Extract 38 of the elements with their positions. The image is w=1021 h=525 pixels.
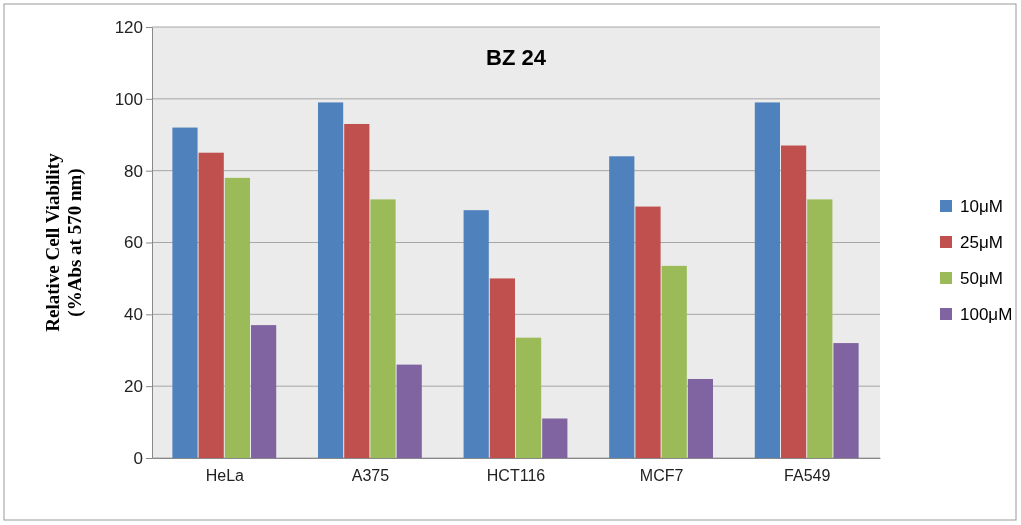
y-tick-label: 120	[114, 17, 143, 37]
bar	[687, 378, 714, 458]
bar	[754, 102, 780, 458]
x-tick-label: HCT116	[486, 467, 546, 485]
y-tick-label: 40	[124, 305, 143, 325]
legend-label: 50μM	[960, 269, 1003, 288]
x-tick-label: HeLa	[205, 467, 245, 485]
bar	[396, 364, 422, 458]
bar	[807, 199, 833, 458]
y-tick-label: 20	[124, 377, 143, 397]
legend-label: 100μM	[960, 305, 1013, 324]
bar	[463, 210, 489, 458]
bar	[317, 102, 344, 458]
x-tick-label: FA549	[784, 467, 831, 485]
bar	[661, 265, 687, 458]
bar	[344, 123, 370, 458]
bar	[172, 127, 198, 458]
text: BZ 24	[486, 45, 547, 70]
y-tick-label: 60	[124, 233, 143, 253]
bar	[833, 343, 859, 458]
bar	[780, 145, 807, 458]
bar	[251, 325, 277, 458]
bar	[609, 156, 635, 458]
bar	[516, 337, 542, 458]
bar	[542, 418, 568, 458]
bar	[198, 152, 224, 458]
bar	[635, 206, 661, 458]
y-tick-label: 80	[124, 161, 143, 181]
y-axis-title: Relative Cell Viability (%Abs at 570 nm)	[42, 152, 86, 332]
bar	[489, 278, 515, 458]
legend-label: 25μM	[960, 233, 1003, 252]
y-tick-label: 0	[133, 448, 143, 468]
legend-label: 10μM	[960, 197, 1003, 216]
x-tick-label: MCF7	[639, 467, 684, 485]
bar	[224, 177, 251, 458]
bar	[370, 199, 396, 458]
y-tick-label: 100	[114, 89, 143, 109]
x-tick-label: A375	[351, 467, 390, 485]
